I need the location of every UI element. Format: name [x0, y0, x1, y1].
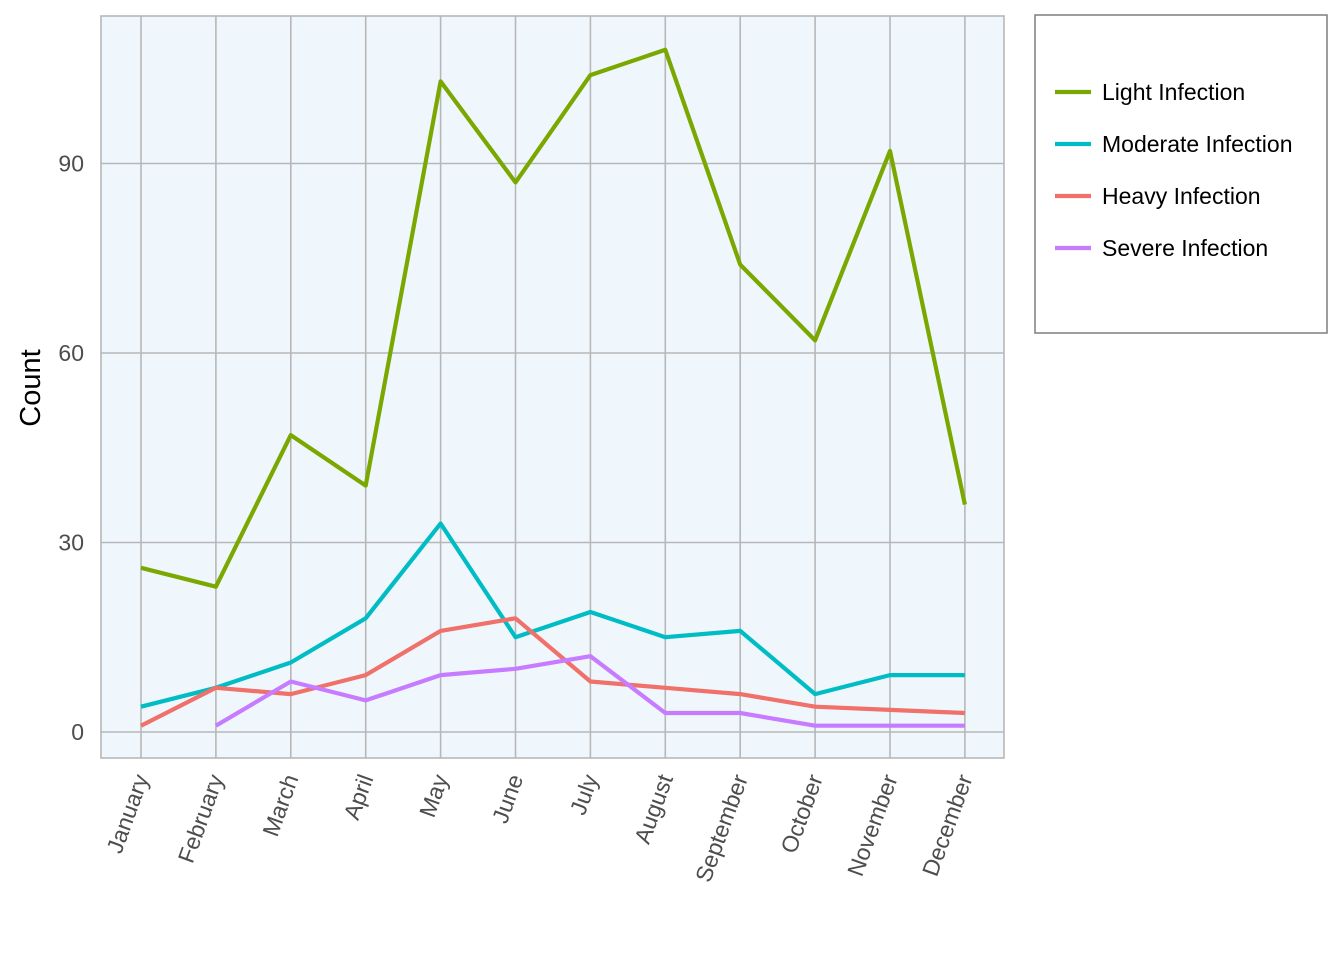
y-axis-tick-labels: 0 30 60 90: [58, 150, 84, 745]
x-tick-label-september: September: [690, 771, 753, 886]
legend: Light Infection Moderate Infection Heavy I…: [1034, 14, 1328, 334]
x-tick-label-february: February: [173, 770, 229, 866]
x-tick-label-march: March: [257, 771, 303, 840]
x-tick-label-october: October: [775, 771, 828, 857]
legend-label-heavy-infection: Heavy Infection: [1102, 183, 1261, 209]
y-tick-label-0: 0: [71, 719, 84, 745]
plot-border: [100, 15, 1005, 759]
x-tick-label-august: August: [629, 770, 678, 847]
legend-box: [1034, 14, 1328, 334]
vertical-gridlines: [140, 16, 966, 758]
x-tick-label-january: January: [101, 770, 154, 856]
x-tick-label-december: December: [917, 771, 978, 880]
series-line-moderate-infection: [140, 521, 965, 709]
series-line-severe-infection: [214, 654, 965, 728]
y-tick-label-30: 30: [58, 529, 84, 555]
y-axis-title: Count: [15, 349, 47, 426]
plot-background: [101, 16, 1004, 758]
legend-label-light-infection: Light Infection: [1102, 79, 1245, 105]
horizontal-gridlines: [101, 162, 1004, 733]
x-tick-label-november: November: [842, 771, 903, 880]
x-tick-label-july: July: [565, 770, 604, 818]
x-tick-label-june: June: [487, 771, 528, 827]
x-tick-label-april: April: [338, 771, 378, 823]
series-lines: [140, 47, 967, 728]
legend-label-severe-infection: Severe Infection: [1102, 235, 1268, 261]
series-line-heavy-infection: [140, 616, 965, 728]
x-axis-tick-labels: January February March April May June July Augu…: [101, 770, 977, 885]
y-tick-label-60: 60: [58, 340, 84, 366]
legend-label-moderate-infection: Moderate Infection: [1102, 131, 1293, 157]
y-tick-label-90: 90: [58, 150, 84, 176]
series-line-light-infection: [140, 47, 967, 589]
x-tick-label-may: May: [414, 770, 453, 820]
